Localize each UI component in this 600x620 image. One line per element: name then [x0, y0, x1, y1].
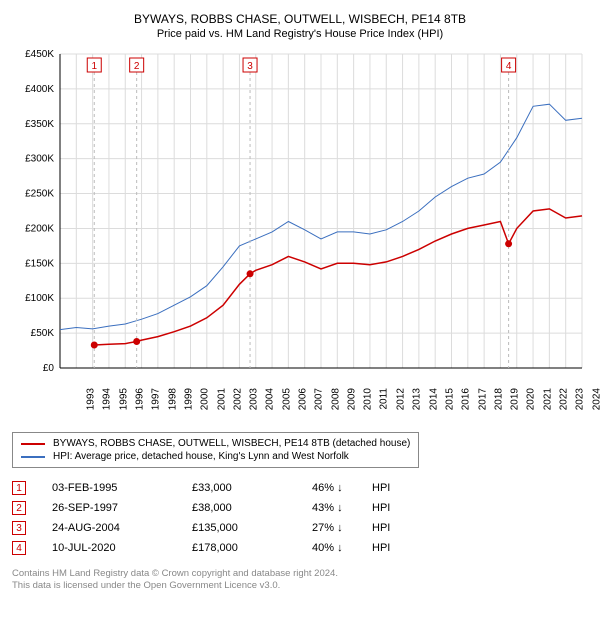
tx-diff: 43% ↓	[312, 502, 372, 514]
x-tick-label: 2016	[460, 388, 471, 410]
tx-date: 10-JUL-2020	[52, 542, 192, 554]
transaction-table: 103-FEB-1995£33,00046% ↓HPI226-SEP-1997£…	[12, 478, 588, 558]
tx-diff: 40% ↓	[312, 542, 372, 554]
tx-price: £33,000	[192, 482, 312, 494]
x-axis-labels: 1993 1994 1995 1996 1997 1998 1999 2000 2001 2002…	[12, 388, 588, 426]
x-tick-label: 1996	[134, 388, 145, 410]
x-tick-label: 2006	[297, 388, 308, 410]
tx-date: 24-AUG-2004	[52, 522, 192, 534]
legend-item: HPI: Average price, detached house, King…	[21, 450, 410, 463]
chart-title: BYWAYS, ROBBS CHASE, OUTWELL, WISBECH, P…	[12, 12, 588, 26]
tx-marker: 1	[12, 481, 26, 495]
svg-text:4: 4	[506, 61, 512, 72]
footer-line-2: This data is licensed under the Open Gov…	[12, 580, 588, 592]
tx-diff: 46% ↓	[312, 482, 372, 494]
svg-text:£150K: £150K	[25, 258, 54, 269]
chart-subtitle: Price paid vs. HM Land Registry's House …	[12, 28, 588, 40]
legend-swatch	[21, 456, 45, 458]
x-tick-label: 2008	[330, 388, 341, 410]
svg-text:£450K: £450K	[25, 49, 54, 60]
tx-marker: 3	[12, 521, 26, 535]
svg-text:£200K: £200K	[25, 223, 54, 234]
transaction-row: 2 26-SEP-1997£38,00043% ↓HPI	[12, 498, 588, 518]
transaction-row: 1 03-FEB-1995£33,00046% ↓HPI	[12, 478, 588, 498]
tx-price: £135,000	[192, 522, 312, 534]
tx-date: 26-SEP-1997	[52, 502, 192, 514]
tx-suffix: HPI	[372, 482, 422, 494]
marker-dot-4	[505, 240, 512, 247]
tx-suffix: HPI	[372, 502, 422, 514]
x-tick-label: 2004	[265, 388, 276, 410]
marker-dot-3	[247, 270, 254, 277]
svg-text:2: 2	[134, 61, 140, 72]
x-tick-label: 2012	[395, 388, 406, 410]
x-tick-label: 2005	[281, 388, 292, 410]
tx-suffix: HPI	[372, 522, 422, 534]
x-tick-label: 2013	[412, 388, 423, 410]
tx-suffix: HPI	[372, 542, 422, 554]
tx-price: £178,000	[192, 542, 312, 554]
legend: BYWAYS, ROBBS CHASE, OUTWELL, WISBECH, P…	[12, 432, 419, 468]
tx-marker: 4	[12, 541, 26, 555]
marker-dot-1	[91, 341, 98, 348]
x-tick-label: 2018	[493, 388, 504, 410]
x-tick-label: 1998	[167, 388, 178, 410]
footer-line-1: Contains HM Land Registry data © Crown c…	[12, 568, 588, 580]
svg-text:£400K: £400K	[25, 84, 54, 95]
tx-marker: 2	[12, 501, 26, 515]
down-arrow-icon: ↓	[337, 482, 343, 494]
x-tick-label: 2000	[199, 388, 210, 410]
x-tick-label: 2009	[346, 388, 357, 410]
x-tick-label: 1993	[85, 388, 96, 410]
x-tick-label: 2015	[444, 388, 455, 410]
x-tick-label: 2002	[232, 388, 243, 410]
x-tick-label: 2017	[477, 388, 488, 410]
x-tick-label: 2014	[428, 388, 439, 410]
svg-text:3: 3	[247, 61, 253, 72]
down-arrow-icon: ↓	[337, 542, 343, 554]
x-tick-label: 1999	[183, 388, 194, 410]
x-tick-label: 2023	[575, 388, 586, 410]
svg-text:£350K: £350K	[25, 119, 54, 130]
x-tick-label: 2007	[314, 388, 325, 410]
down-arrow-icon: ↓	[337, 522, 343, 534]
chart-svg: £0 £50K £100K £150K £200K £250K £300K £350K £400…	[12, 48, 588, 388]
svg-text:£50K: £50K	[31, 328, 55, 339]
transaction-row: 4 10-JUL-2020£178,00040% ↓HPI	[12, 538, 588, 558]
svg-text:£300K: £300K	[25, 154, 54, 165]
x-tick-label: 1997	[151, 388, 162, 410]
legend-swatch	[21, 443, 45, 445]
svg-text:£250K: £250K	[25, 189, 54, 200]
x-tick-label: 2022	[558, 388, 569, 410]
x-tick-label: 2003	[248, 388, 259, 410]
down-arrow-icon: ↓	[337, 502, 343, 514]
legend-label: BYWAYS, ROBBS CHASE, OUTWELL, WISBECH, P…	[53, 438, 410, 449]
footer-attribution: Contains HM Land Registry data © Crown c…	[12, 568, 588, 593]
x-tick-label: 1994	[102, 388, 113, 410]
svg-text:£100K: £100K	[25, 293, 54, 304]
marker-dot-2	[133, 338, 140, 345]
x-tick-label: 1995	[118, 388, 129, 410]
x-tick-label: 2010	[363, 388, 374, 410]
x-tick-label: 2019	[509, 388, 520, 410]
legend-item: BYWAYS, ROBBS CHASE, OUTWELL, WISBECH, P…	[21, 437, 410, 450]
svg-text:1: 1	[91, 61, 97, 72]
tx-price: £38,000	[192, 502, 312, 514]
x-tick-label: 2021	[542, 388, 553, 410]
chart-area: £0 £50K £100K £150K £200K £250K £300K £350K £400…	[12, 48, 588, 388]
tx-date: 03-FEB-1995	[52, 482, 192, 494]
legend-label: HPI: Average price, detached house, King…	[53, 451, 349, 462]
x-tick-label: 2024	[591, 388, 600, 410]
svg-text:£0: £0	[43, 363, 55, 374]
tx-diff: 27% ↓	[312, 522, 372, 534]
x-tick-label: 2011	[378, 388, 389, 410]
transaction-row: 3 24-AUG-2004£135,00027% ↓HPI	[12, 518, 588, 538]
x-tick-label: 2001	[216, 388, 227, 410]
x-tick-label: 2020	[526, 388, 537, 410]
